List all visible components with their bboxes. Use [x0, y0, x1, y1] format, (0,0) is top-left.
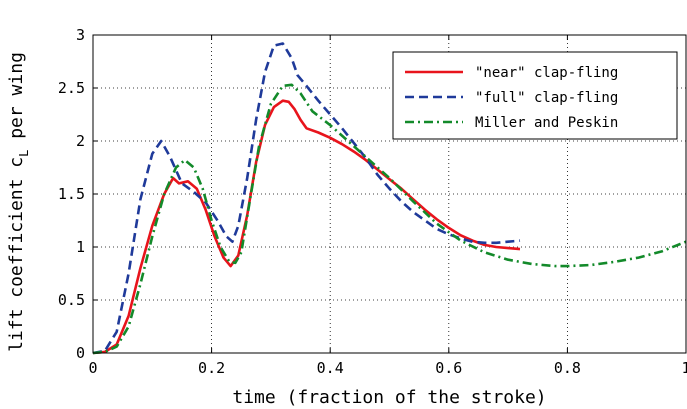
- x-tick-label: 0: [88, 359, 97, 377]
- series-line-3: [92, 83, 687, 355]
- y-axis-label-tail: per wing: [6, 52, 27, 150]
- x-tick-label: 0.8: [554, 359, 581, 377]
- y-tick-label: 1.5: [58, 185, 85, 203]
- series-lines: [92, 42, 687, 355]
- x-tick-label: 0.4: [317, 359, 344, 377]
- legend-label: "near" clap-fling: [475, 65, 618, 81]
- y-tick-label: 2: [76, 132, 85, 150]
- x-tick-label: 0.6: [435, 359, 462, 377]
- y-axis-label: lift coefficient cL per wing: [6, 52, 31, 352]
- series-line-1: [92, 99, 521, 355]
- y-tick-label: 2.5: [58, 79, 85, 97]
- series-line-2: [92, 42, 521, 355]
- y-tick-label: 1: [76, 238, 85, 256]
- y-tick-label: 0: [76, 344, 85, 362]
- y-tick-label: 3: [76, 26, 85, 44]
- tick-labels: 0 0.2 0.4 0.6 0.8 1 0 0.5 1 1.5 2 2.5 3: [58, 26, 687, 377]
- axis-ticks: [92, 34, 687, 354]
- x-tick-label: 1: [681, 359, 687, 377]
- legend-label: Miller and Peskin: [475, 115, 618, 131]
- y-tick-label: 0.5: [58, 291, 85, 309]
- y-axis-label-main: lift coefficient c: [6, 157, 27, 352]
- legend: "near" clap-fling "full" clap-fling Miller…: [392, 51, 678, 140]
- x-tick-label: 0.2: [198, 359, 225, 377]
- legend-box: [392, 51, 678, 140]
- legend-label: "full" clap-fling: [475, 90, 618, 106]
- x-axis-label: time (fraction of the stroke): [232, 387, 546, 408]
- y-axis-label-subscript: L: [17, 150, 31, 157]
